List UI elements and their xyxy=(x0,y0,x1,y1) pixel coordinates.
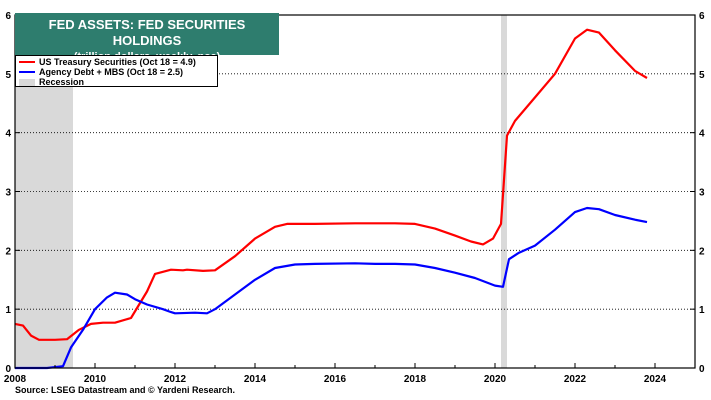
y-tick-label-left-0: 0 xyxy=(5,364,11,375)
chart-title: FED ASSETS: FED SECURITIES HOLDINGS xyxy=(48,17,246,48)
y-tick-label-left-3: 3 xyxy=(5,188,11,199)
x-tick-label-2008: 2008 xyxy=(4,374,27,385)
legend-swatch-treasury xyxy=(19,61,35,63)
legend-label-recession: Recession xyxy=(39,77,85,87)
chart-title-box: FED ASSETS: FED SECURITIES HOLDINGS (tri… xyxy=(15,13,279,63)
y-tick-label-right-6: 6 xyxy=(699,11,705,22)
series-lines xyxy=(14,28,648,370)
y-tick-label-right-5: 5 xyxy=(699,70,705,81)
y-tick-label-right-3: 3 xyxy=(699,188,705,199)
y-tick-label-left-5: 5 xyxy=(5,70,11,81)
legend: US Treasury Securities (Oct 18 = 4.9) Ag… xyxy=(15,55,218,87)
axis-ticks: 2008 2010 2012 2014 2016 2018 2020 2022 2024 0 0 1 1… xyxy=(4,11,705,385)
series-line-1 xyxy=(15,206,648,370)
x-tick-label-2016: 2016 xyxy=(324,374,347,385)
legend-swatch-agency-mbs xyxy=(19,71,35,73)
y-tick-label-right-4: 4 xyxy=(699,129,705,140)
y-tick-label-left-2: 2 xyxy=(5,246,11,257)
x-tick-label-2022: 2022 xyxy=(564,374,587,385)
x-tick-label-2020: 2020 xyxy=(484,374,507,385)
x-tick-label-2018: 2018 xyxy=(404,374,427,385)
legend-item-agency-mbs: Agency Debt + MBS (Oct 18 = 2.5) xyxy=(19,67,217,77)
x-tick-label-2024: 2024 xyxy=(644,374,667,385)
y-tick-label-left-4: 4 xyxy=(5,129,11,140)
y-tick-label-right-0: 0 xyxy=(699,364,705,375)
legend-label-treasury: US Treasury Securities (Oct 18 = 4.9) xyxy=(39,57,196,67)
legend-label-agency-mbs: Agency Debt + MBS (Oct 18 = 2.5) xyxy=(39,67,184,77)
legend-swatch-recession xyxy=(19,78,35,86)
series-line-0 xyxy=(14,28,648,341)
x-tick-label-2012: 2012 xyxy=(164,374,187,385)
legend-item-recession: Recession xyxy=(19,77,217,87)
x-tick-label-2014: 2014 xyxy=(244,374,267,385)
x-tick-label-2010: 2010 xyxy=(84,374,107,385)
y-tick-label-left-6: 6 xyxy=(5,11,11,22)
source-note: Source: LSEG Datastream and © Yardeni Re… xyxy=(15,385,236,395)
y-tick-label-left-1: 1 xyxy=(5,305,11,316)
y-tick-label-right-1: 1 xyxy=(699,305,705,316)
gridlines xyxy=(15,73,695,310)
y-tick-label-right-2: 2 xyxy=(699,246,705,257)
legend-item-treasury: US Treasury Securities (Oct 18 = 4.9) xyxy=(19,57,217,67)
